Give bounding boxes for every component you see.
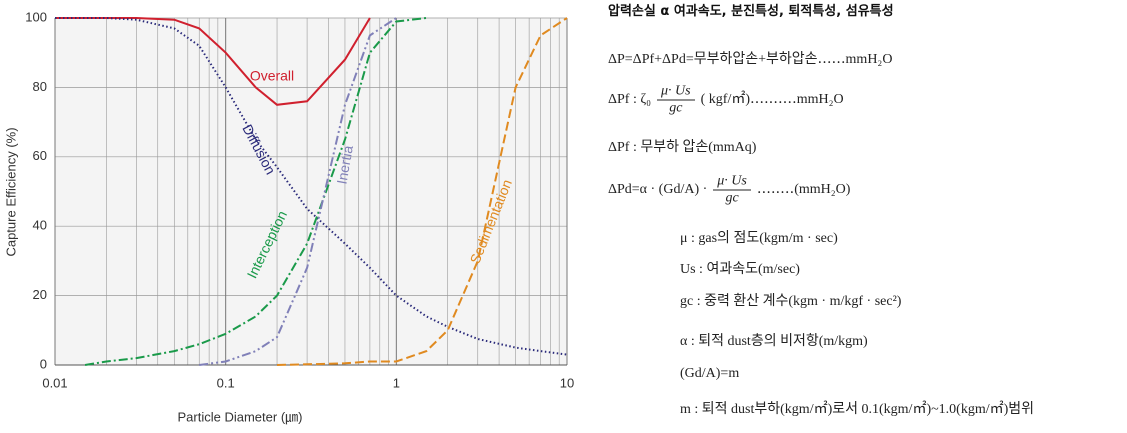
y-tick-label: 20 (33, 287, 47, 302)
denominator: gc (725, 190, 739, 206)
y-tick-label: 0 (40, 356, 47, 371)
formula-tail: ‥‥‥‥(mmH₂O) (756, 182, 851, 198)
series-line (276, 17, 568, 366)
y-tick-label: 80 (33, 79, 47, 94)
series-label: Overall (250, 68, 294, 84)
y-tick-label: 100 (25, 9, 47, 24)
fraction: μ· Us gc (713, 174, 751, 207)
formula-lead: ΔPf : ζ₀ (608, 92, 652, 108)
doc-line: ΔPd=α · (Gd/A) · μ· Us gc ‥‥‥‥(mmH₂O) (608, 174, 850, 207)
series-line (55, 17, 568, 356)
doc-line: gc : 중력 환산 계수(kgm · m/kgf · sec²) (680, 294, 902, 309)
y-axis-label: Capture Efficiency (%) (3, 127, 18, 256)
x-tick-label: 0.01 (42, 375, 67, 390)
x-axis-label: Particle Diameter (㎛) (178, 409, 303, 425)
doc-line: μ : gas의 점도(kgm/m · sec) (680, 231, 838, 246)
series-line (84, 17, 427, 366)
x-tick-label: 10 (560, 375, 574, 390)
doc-line: Us : 여과속도(m/sec) (680, 262, 800, 277)
y-tick-label: 40 (33, 218, 47, 233)
numerator: μ· Us (657, 84, 695, 101)
x-tick-label: 1 (393, 375, 400, 390)
formula-tail: ( kgf/㎡)‥‥‥‥‥mmH₂O (700, 92, 844, 108)
doc-title: 압력손실 α 여과속도, 분진특성, 퇴적특성, 섬유특성 (608, 4, 894, 19)
denominator: gc (669, 100, 683, 116)
chart: Particle Diameter (㎛) Capture Efficiency… (3, 9, 574, 425)
plot-area (55, 18, 567, 365)
doc-line: ΔPf : 무부하 압손(mmAq) (608, 140, 757, 155)
doc-line: (Gd/A)=m (680, 366, 740, 381)
x-tick-label: 0.1 (217, 375, 235, 390)
series-label: Inertia (333, 144, 356, 185)
fraction: μ· Us gc (657, 84, 695, 117)
numerator: μ· Us (713, 174, 751, 191)
doc-line: ΔPf : ζ₀ μ· Us gc ( kgf/㎡)‥‥‥‥‥mmH₂O (608, 84, 844, 117)
y-tick-label: 60 (33, 148, 47, 163)
doc-line: ΔP=ΔPf+ΔPd=무부하압손+부하압손‥‥‥mmH₂O (608, 52, 893, 67)
doc-line: m : 퇴적 dust부하(kgm/㎡)로서 0.1(kgm/㎡)~1.0(kg… (680, 402, 1035, 417)
formula-lead: ΔPd=α · (Gd/A) · (608, 182, 708, 198)
doc-line: α : 퇴적 dust층의 비저항(m/kgm) (680, 334, 868, 349)
series-line (55, 17, 371, 106)
